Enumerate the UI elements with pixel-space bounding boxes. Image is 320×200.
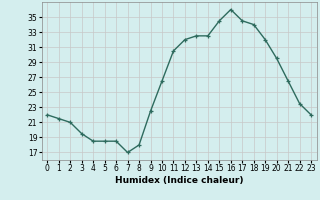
X-axis label: Humidex (Indice chaleur): Humidex (Indice chaleur): [115, 176, 244, 185]
